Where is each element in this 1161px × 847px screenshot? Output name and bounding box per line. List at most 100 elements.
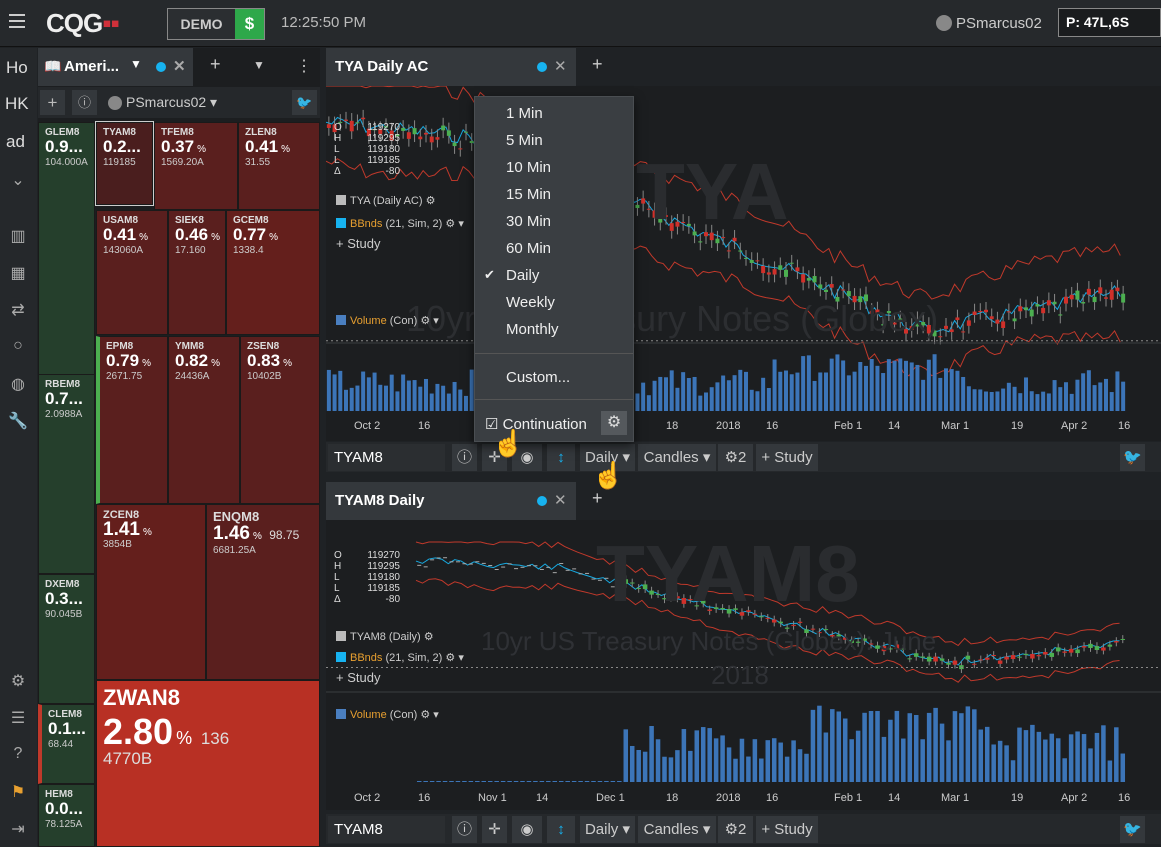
tile-dxem8[interactable]: DXEM8 0.3... 90.045B [38,574,95,704]
tile-siek8[interactable]: SIEK8 0.46% 17.160 [168,210,226,335]
legend-bbands[interactable]: BBnds (21, Sim, 2) ⚙ ▾ [336,651,464,664]
nav-item-home[interactable]: Ho [6,58,28,77]
legend-price[interactable]: TYA (Daily AC) ⚙ [336,194,435,207]
tile-epm8[interactable]: EPM8 0.79% 2671.75 [96,336,168,504]
menu-item-1-min[interactable]: 1 Min [506,105,543,122]
wrench-icon[interactable]: 🔧 [8,413,28,430]
watchlist-tab[interactable]: 📖 Ameri... ▼ ✕ [38,48,193,86]
chart-type-dropdown[interactable]: Candles ▾ [638,816,716,843]
list-icon[interactable]: ☰ [10,710,26,727]
nav-item-ad[interactable]: ad [6,132,25,151]
gear-icon[interactable]: ⚙ [601,411,627,435]
twitter-icon[interactable]: 🐦 [1120,816,1145,843]
tile-zwan8[interactable]: ZWAN8 2.80% 136 4770B [96,680,320,847]
checkbox-icon[interactable]: ☑ [485,416,503,433]
add-study-link[interactable]: + Study [336,236,381,251]
globe-icon[interactable]: ◍ [11,376,25,393]
grid-icon[interactable]: ▦ [10,265,26,282]
candle [818,284,823,289]
add-tab-icon[interactable]: + [210,54,221,74]
candle [759,616,764,618]
menu-item-60-min[interactable]: 60 Min [506,240,552,257]
menu-item-5-min[interactable]: 5 Min [506,132,543,149]
eye-icon[interactable]: ◉ [512,444,542,471]
menu-item-30-min[interactable]: 30 Min [506,213,552,230]
menu-item-continuation[interactable]: ☑ Continuation [485,415,587,433]
crosshair-icon[interactable]: ✛ [482,444,507,471]
candle [952,660,958,665]
interval-dropdown[interactable]: Daily ▾ [580,444,635,471]
hamburger-menu-icon[interactable] [9,14,25,28]
close-icon[interactable]: ✕ [173,58,186,75]
flag-icon[interactable]: ⚑ [10,784,26,801]
vertical-arrows-icon[interactable]: ↕ [547,816,575,843]
twitter-icon[interactable]: 🐦 [292,90,317,115]
study-button[interactable]: + Study [756,444,818,471]
legend-bbands[interactable]: BBnds (21, Sim, 2) ⚙ ▾ [336,217,464,230]
chart2-plot[interactable]: TYAM8 10yr US Treasury Notes (Globex): J… [326,520,1161,810]
legend-price[interactable]: TYAM8 (Daily) ⚙ [336,630,434,643]
tile-usam8[interactable]: USAM8 0.41% 143060A [96,210,168,335]
tile-gcem8[interactable]: GCEM8 0.77% 1338.4 [226,210,320,335]
tile-hem8[interactable]: HEM8 0.0... 78.125A [38,784,95,847]
settings-count[interactable]: ⚙2 [718,444,753,471]
info-icon[interactable]: ⓘ [452,444,477,471]
add-chart-icon[interactable]: + [592,54,603,74]
close-icon[interactable]: ✕ [554,58,567,75]
position-box[interactable]: P: 47L,6S [1058,8,1161,37]
symbol-input[interactable]: TYAM8 [328,816,445,843]
volume-bar [755,391,760,411]
gears-icon[interactable]: ⚙ [10,673,26,690]
vertical-arrows-icon[interactable]: ↕ [547,444,575,471]
caret-down-icon[interactable]: ▼ [253,58,265,72]
chart-type-dropdown[interactable]: Candles ▾ [638,444,716,471]
logout-icon[interactable]: ⇥ [11,821,25,838]
symbol-input[interactable]: TYAM8 [328,444,445,471]
menu-item-weekly[interactable]: Weekly [506,294,555,311]
add-icon[interactable]: + [40,90,65,115]
settings-count[interactable]: ⚙2 [718,816,753,843]
info-icon[interactable]: ⓘ [72,90,97,115]
chart2-tab[interactable]: TYAM8 Daily ✕ [326,482,576,520]
interval-dropdown[interactable]: Daily ▾ [580,816,635,843]
tile-enqm8[interactable]: ENQM8 1.46% 98.75 6681.25A [206,504,320,680]
user-name[interactable]: PSmarcus02 [936,15,1042,32]
dollar-icon[interactable]: $ [235,9,264,39]
menu-item-15-min[interactable]: 15 Min [506,186,552,203]
bar-chart-icon[interactable]: ▥ [10,228,26,245]
tile-zsen8[interactable]: ZSEN8 0.83% 10402B [240,336,320,504]
owner-dropdown[interactable]: PSmarcus02 ▾ [108,94,217,111]
eye-icon[interactable]: ◉ [512,816,542,843]
menu-item-custom[interactable]: Custom... [506,369,571,386]
study-button[interactable]: + Study [756,816,818,843]
twitter-icon[interactable]: 🐦 [1120,444,1145,471]
tile-tfem8[interactable]: TFEM8 0.37% 1569.20A [154,122,238,210]
nav-item-hk[interactable]: HK [5,94,29,113]
legend-volume[interactable]: Volume (Con) ⚙ ▾ [336,708,439,721]
legend-volume[interactable]: Volume (Con) ⚙ ▾ [336,314,439,327]
close-icon[interactable]: ✕ [554,492,567,509]
info-icon[interactable]: ⓘ [452,816,477,843]
menu-item-10-min[interactable]: 10 Min [506,159,552,176]
x-tick-label: Feb 1 [834,792,863,804]
tile-zcen8[interactable]: ZCEN8 1.41% 3854B [96,504,206,680]
tile-ymm8[interactable]: YMM8 0.82% 24436A [168,336,240,504]
demo-badge[interactable]: DEMO $ [167,8,265,40]
menu-item-monthly[interactable]: Monthly [506,321,559,338]
tile-tyam8[interactable]: TYAM8 0.2... 119185 [95,121,154,206]
crosshair-icon[interactable]: ✛ [482,816,507,843]
circle-icon[interactable]: ○ [13,337,23,354]
caret-down-icon[interactable]: ▼ [130,57,142,71]
more-icon[interactable]: ⋮ [296,58,312,75]
chart1-plot[interactable]: TYA 10yr US Treasury Notes (Globex) O 119… [326,86,1161,441]
tile-zlen8[interactable]: ZLEN8 0.41% 31.55 [238,122,320,210]
add-study-link[interactable]: + Study [336,670,381,685]
menu-item-daily[interactable]: Daily ✔ [484,267,540,284]
help-icon[interactable]: ? [13,745,23,762]
tile-rbem8[interactable]: RBEM8 0.7... 2.0988A [38,374,95,574]
chart1-tab[interactable]: TYA Daily AC ✕ [326,48,576,86]
transfer-icon[interactable]: ⇄ [11,302,25,319]
add-chart-icon[interactable]: + [592,488,603,508]
tile-clem8[interactable]: CLEM8 0.1... 68.44 [38,704,95,784]
chevron-down-icon[interactable]: ⌄ [11,172,25,189]
